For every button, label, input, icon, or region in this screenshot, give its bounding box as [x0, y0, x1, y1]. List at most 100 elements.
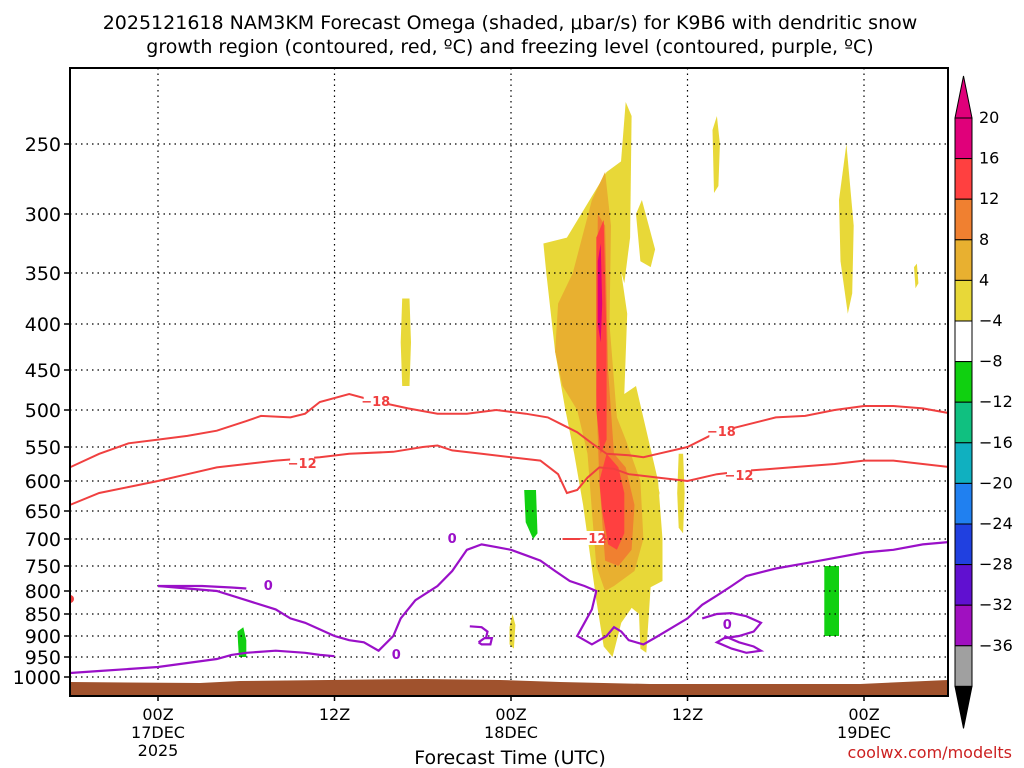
colorbar-label-6: −8: [979, 352, 1003, 371]
y-tick-label-600: 600: [25, 471, 61, 493]
y-tick-label-500: 500: [25, 400, 61, 422]
omega-region-yellow-strip-2: [712, 116, 720, 193]
colorbar-label-1: 16: [979, 149, 999, 168]
contour-labels: −18 −12 −12 −18 −12 0 0 0 0: [256, 394, 753, 663]
chart-title-line2: growth region (contoured, red, ºC) and f…: [146, 36, 873, 58]
chart-title-line1: 2025121618 NAM3KM Forecast Omega (shaded…: [103, 12, 918, 34]
dgz-contours: [70, 392, 948, 603]
grid-lines: [70, 68, 948, 696]
omega-region-yellow-right: [636, 200, 656, 268]
colorbar-label-5: −4: [979, 311, 1003, 330]
omega-region-green-1: [524, 490, 538, 539]
colorbar-label-8: −16: [979, 433, 1013, 452]
credit-text: coolwx.com/modelts: [848, 743, 1012, 762]
omega-region-red-lower: [599, 453, 625, 550]
dgz-label-0: −18: [361, 395, 390, 410]
colorbar-bin-4: [954, 279, 973, 322]
x-tick-label-24-0: 00Z: [495, 705, 526, 724]
y-tick-label-400: 400: [25, 314, 61, 336]
freezing-label-3-bg: [715, 617, 740, 631]
freezing-label-0: 0: [448, 532, 457, 547]
colorbar-label-7: −12: [979, 392, 1013, 411]
omega-region-green-3: [824, 566, 839, 636]
dgz-label-2: −12: [577, 532, 606, 547]
y-tick-label-1000: 1000: [13, 667, 61, 689]
x-tick-label-0-2: 2025: [138, 741, 179, 760]
x-tick-label-0-1: 17DEC: [131, 723, 185, 742]
colorbar-bin-2: [954, 198, 973, 241]
colorbar-top-arrow: [954, 75, 973, 119]
x-tick-label-48-0: 00Z: [848, 705, 879, 724]
freezing-contour-5: [469, 625, 489, 639]
freezing-contour-1: [158, 584, 247, 590]
y-tick-label-350: 350: [25, 263, 61, 285]
y-tick-label-900: 900: [25, 626, 61, 648]
colorbar-label-0: 20: [979, 108, 999, 127]
dgz-label-extra2-bg: [726, 468, 751, 483]
omega-region-magenta: [597, 243, 603, 343]
x-tick-label-36-0: 12Z: [672, 705, 703, 724]
colorbar-bin-12: [954, 604, 973, 647]
colorbar-label-2: 12: [979, 189, 999, 208]
colorbar-label-13: −36: [979, 636, 1013, 655]
colorbar-bin-8: [954, 442, 973, 484]
dgz-label-2-bg: [579, 531, 604, 545]
colorbar-bin-1: [954, 158, 973, 200]
y-tick-label-750: 750: [25, 556, 61, 578]
colorbar-label-9: −20: [979, 473, 1013, 492]
colorbar-label-11: −28: [979, 555, 1013, 574]
dgz-contour-1: [70, 444, 948, 506]
freezing-level-contours: [70, 540, 948, 675]
terrain-surface: [70, 679, 948, 696]
y-tick-label-700: 700: [25, 529, 61, 551]
y-tick-label-550: 550: [25, 437, 61, 459]
colorbar-label-3: 8: [979, 230, 989, 249]
colorbar-bin-10: [954, 523, 973, 566]
colorbar-bin-5: [954, 320, 973, 363]
colorbar-bin-9: [954, 482, 973, 525]
colorbar-bottom-arrow: [954, 685, 973, 729]
dgz-contour-0: [70, 392, 948, 469]
dgz-label-1: −12: [288, 457, 317, 472]
colorbar-bin-7: [954, 401, 973, 444]
omega-region-yellow-strip-4: [914, 263, 919, 289]
dgz-label-1-bg: [290, 456, 315, 470]
y-tick-label-950: 950: [25, 647, 61, 669]
dgz-label-0-bg: [363, 394, 388, 408]
freezing-label-2: 0: [392, 648, 401, 663]
freezing-label-1-bg: [256, 578, 281, 592]
omega-region-yellow-left-dot: [509, 614, 516, 649]
y-tick-label-450: 450: [25, 360, 61, 382]
x-tick-label-48-1: 19DEC: [837, 723, 891, 742]
y-tick-label-300: 300: [25, 204, 61, 226]
y-tick-label-800: 800: [25, 581, 61, 603]
colorbar-bin-3: [954, 239, 973, 281]
freezing-contour-2: [70, 649, 335, 675]
omega-region-yellow-strip-3: [839, 144, 854, 314]
dgz-label-extra1: −18: [707, 425, 736, 440]
colorbar-label-4: 4: [979, 270, 989, 289]
colorbar-bin-11: [954, 564, 973, 606]
freezing-contour-0: [157, 540, 948, 653]
y-axis-ticks: 2503003504004505005506006507007508008509…: [13, 134, 70, 689]
x-tick-label-12-0: 12Z: [319, 705, 350, 724]
plot-frame: [69, 67, 949, 697]
colorbar-bin-6: [954, 361, 973, 403]
freezing-label-1: 0: [264, 579, 273, 594]
freezing-label-0-bg: [440, 531, 465, 545]
omega-region-yellow-strip-1: [400, 298, 411, 386]
omega-region-yellow-stripe-12Z: [677, 453, 685, 534]
terrain-band: [70, 679, 948, 696]
omega-region-yellow-near-550: [652, 481, 660, 505]
dgz-label-extra2: −12: [724, 469, 753, 484]
x-tick-label-24-1: 18DEC: [484, 723, 538, 742]
colorbar-bin-13: [954, 645, 973, 687]
y-tick-label-650: 650: [25, 501, 61, 523]
y-tick-label-250: 250: [25, 134, 61, 156]
colorbar-label-10: −24: [979, 514, 1013, 533]
freezing-contour-3: [701, 611, 765, 654]
x-tick-label-0-0: 00Z: [142, 705, 173, 724]
x-axis-label: Forecast Time (UTC): [414, 747, 605, 768]
